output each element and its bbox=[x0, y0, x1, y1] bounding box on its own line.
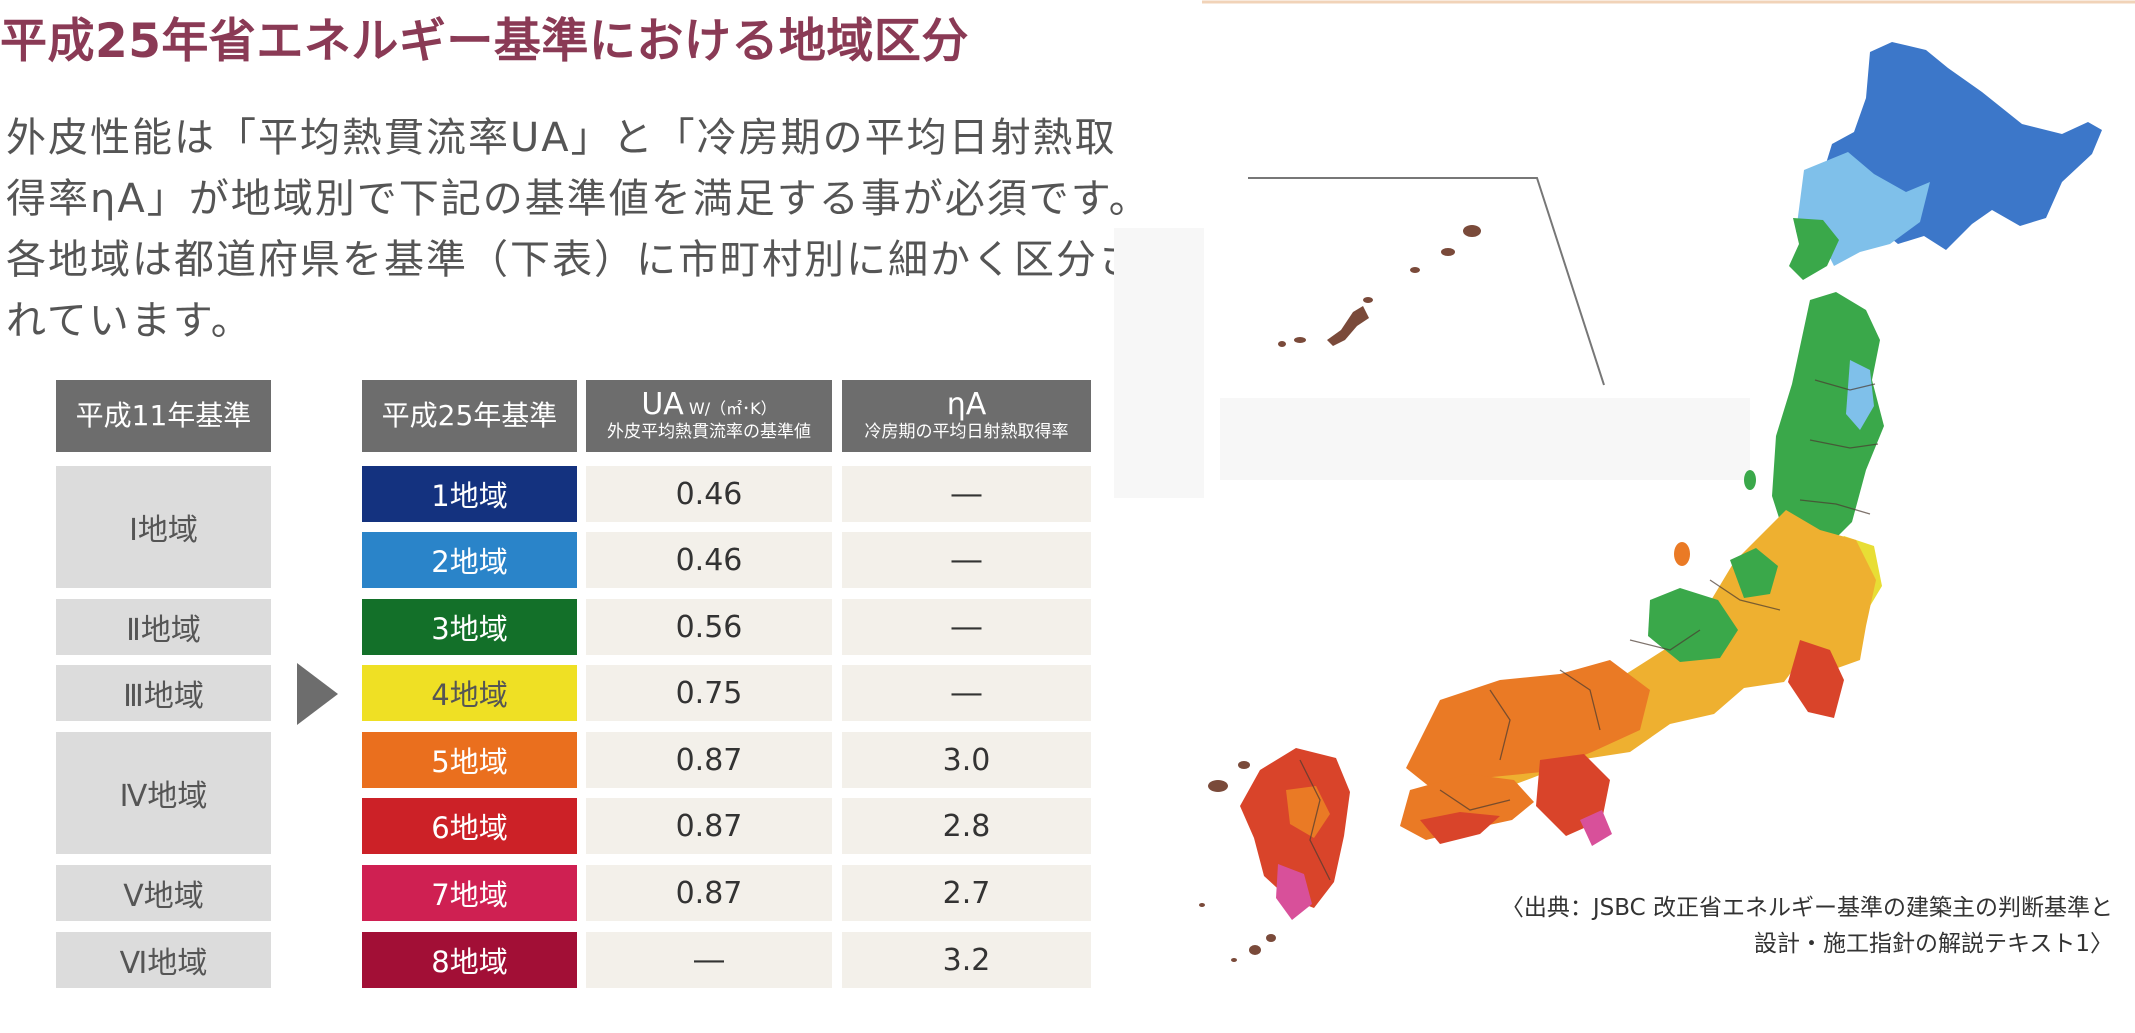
page-title: 平成25年省エネルギー基準における地域区分 bbox=[0, 14, 969, 69]
old-zone-3: Ⅲ地域 bbox=[56, 665, 271, 721]
kii-zone7 bbox=[1580, 810, 1612, 846]
eta-value: 2.7 bbox=[842, 865, 1091, 921]
hokkaido-south-zone3 bbox=[1789, 218, 1839, 280]
eta-header-label: ηA bbox=[946, 387, 987, 422]
zone-cell: 7地域 bbox=[362, 865, 577, 921]
kinki-zone bbox=[1406, 660, 1650, 792]
japan-zone-map bbox=[1110, 0, 2135, 1033]
intro-text: 外皮性能は「平均熱貫流率UA」と「冷房期の平均日射熱取 得率ηA」が地域別で下記… bbox=[6, 108, 1151, 352]
old-zone-2: Ⅱ地域 bbox=[56, 599, 271, 655]
ua-value: 0.75 bbox=[586, 665, 832, 721]
old-standard-header-label: 平成11年基準 bbox=[75, 399, 252, 432]
ua-value: 0.56 bbox=[586, 599, 832, 655]
small-islands bbox=[1199, 225, 1481, 962]
zone-cell: 5地域 bbox=[362, 732, 577, 788]
kyushu-zone7 bbox=[1276, 864, 1312, 920]
ua-value: 0.87 bbox=[586, 865, 832, 921]
kyushu-zone bbox=[1240, 748, 1350, 908]
eta-subheader: 冷房期の平均日射熱取得率 bbox=[864, 422, 1069, 442]
old-zone-5: Ⅴ地域 bbox=[56, 865, 271, 921]
eta-value: 2.8 bbox=[842, 798, 1091, 854]
ua-value: 0.87 bbox=[586, 798, 832, 854]
eta-value: ― bbox=[842, 466, 1091, 522]
ua-value: 0.87 bbox=[586, 732, 832, 788]
eta-value: 3.0 bbox=[842, 732, 1091, 788]
ua-header-label: UA bbox=[641, 387, 684, 422]
arrow-right-icon bbox=[297, 663, 338, 725]
eta-value: ― bbox=[842, 532, 1091, 588]
source-line: 設計・施工指針の解説テキスト1〉 bbox=[1754, 931, 2113, 957]
zone-cell: 8地域 bbox=[362, 932, 577, 988]
zone-cell: 6地域 bbox=[362, 798, 577, 854]
new-standard-header-label: 平成25年基準 bbox=[381, 399, 558, 432]
shikoku-zone6 bbox=[1420, 812, 1500, 844]
new-standard-header: 平成25年基準 bbox=[362, 380, 577, 452]
old-zone-1: Ⅰ地域 bbox=[56, 466, 271, 588]
source-caption: 〈出典：JSBC 改正省エネルギー基準の建築主の判断基準と 設計・施工指針の解説… bbox=[1501, 890, 2113, 962]
ua-value: 0.46 bbox=[586, 466, 832, 522]
intro-line: 各地域は都道府県を基準（下表）に市町村別に細かく区分さ bbox=[6, 237, 1140, 283]
zone-cell: 1地域 bbox=[362, 466, 577, 522]
tohoku-zone2 bbox=[1846, 360, 1874, 430]
source-line: 〈出典：JSBC 改正省エネルギー基準の建築主の判断基準と bbox=[1500, 895, 2113, 921]
ua-value: 0.46 bbox=[586, 532, 832, 588]
intro-line: れています。 bbox=[6, 298, 253, 344]
ua-value: ― bbox=[586, 932, 832, 988]
kanto-zone bbox=[1788, 640, 1844, 718]
central-highlands bbox=[1648, 588, 1738, 662]
eta-value: ― bbox=[842, 599, 1091, 655]
eta-header: ηA 冷房期の平均日射熱取得率 bbox=[842, 380, 1091, 452]
old-standard-header: 平成11年基準 bbox=[56, 380, 271, 452]
eta-value: 3.2 bbox=[842, 932, 1091, 988]
old-zone-4: Ⅳ地域 bbox=[56, 732, 271, 854]
central-highlands-2 bbox=[1730, 548, 1778, 598]
zone-cell: 4地域 bbox=[362, 665, 577, 721]
intro-line: 得率ηA」が地域別で下記の基準値を満足する事が必須です。 bbox=[6, 176, 1151, 222]
old-zone-6: Ⅵ地域 bbox=[56, 932, 271, 988]
eta-value: ― bbox=[842, 665, 1091, 721]
zone-cell: 3地域 bbox=[362, 599, 577, 655]
ua-header: UA W/（㎡･K） 外皮平均熱貫流率の基準値 bbox=[586, 380, 832, 452]
prefecture-borders bbox=[1299, 379, 1879, 881]
ua-unit: W/（㎡･K） bbox=[688, 399, 777, 418]
tohoku-zone bbox=[1772, 292, 1884, 552]
intro-line: 外皮性能は「平均熱貫流率UA」と「冷房期の平均日射熱取 bbox=[6, 115, 1117, 161]
zone-cell: 2地域 bbox=[362, 532, 577, 588]
ua-subheader: 外皮平均熱貫流率の基準値 bbox=[607, 422, 811, 442]
